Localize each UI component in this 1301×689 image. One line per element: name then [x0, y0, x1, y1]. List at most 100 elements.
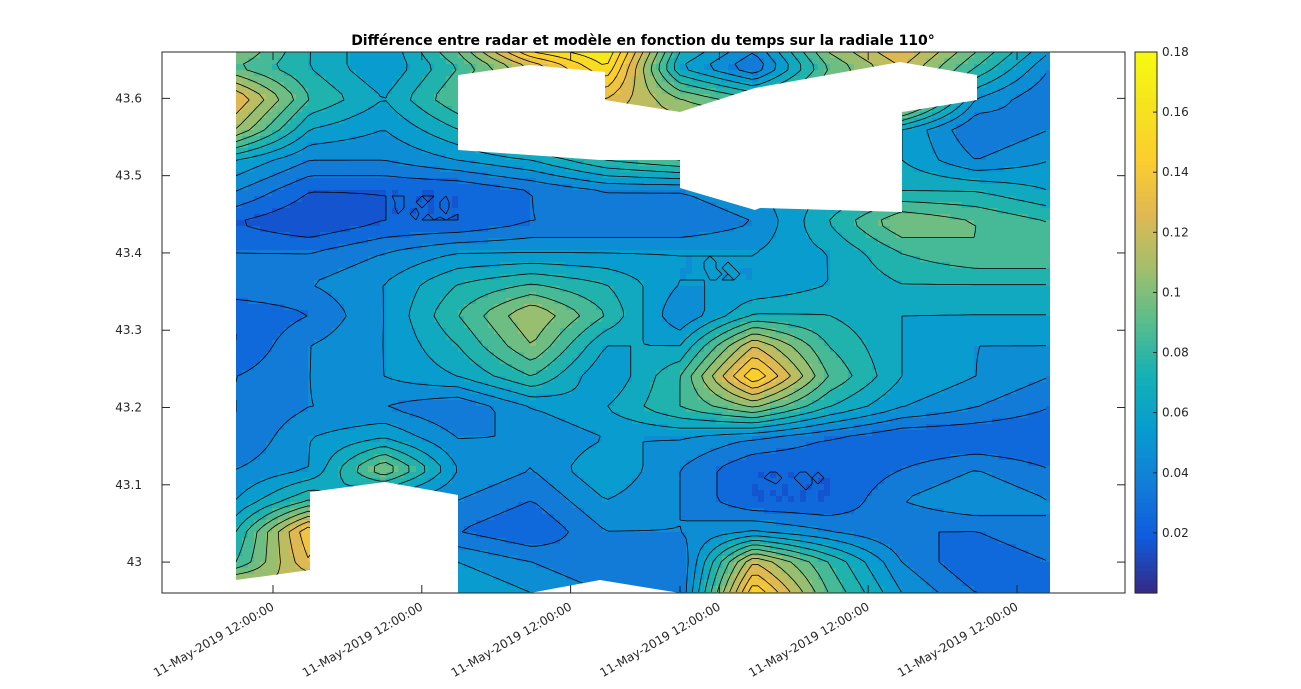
colorbar-segment [1135, 277, 1157, 283]
y-tick-label: 43.1 [115, 478, 142, 492]
colorbar-segment [1135, 372, 1157, 378]
colorbar-segment [1135, 529, 1157, 535]
colorbar-segment [1135, 182, 1157, 188]
y-tick-label: 43.6 [115, 91, 142, 105]
colorbar-segment [1135, 511, 1157, 517]
colorbar-segment [1135, 191, 1157, 197]
colorbar-segment [1135, 354, 1157, 360]
colorbar-segment [1135, 570, 1157, 576]
contour-line [236, 52, 1047, 593]
colorbar-segment [1135, 556, 1157, 563]
colorbar-segment [1135, 466, 1157, 472]
colorbar-segment [1135, 227, 1157, 233]
colorbar-segment [1135, 394, 1157, 400]
colorbar-segment [1135, 313, 1157, 319]
colorbar-segment [1135, 322, 1157, 328]
colorbar-segment [1135, 79, 1157, 85]
colorbar-segment [1135, 115, 1157, 121]
colorbar-segment [1135, 385, 1157, 391]
colorbar-segment [1135, 448, 1157, 454]
colorbar-segment [1135, 200, 1157, 206]
colorbar-segment [1135, 358, 1157, 364]
colorbar-segment [1135, 151, 1157, 157]
colorbar-segment [1135, 345, 1157, 351]
colorbar-segment [1135, 462, 1157, 468]
colorbar-segment [1135, 363, 1157, 369]
colorbar-segment [1135, 304, 1157, 310]
contour-line [236, 52, 1047, 593]
colorbar: 0.02 0.04 0.06 0.08 0.1 0.12 0.14 0.16 0.18 [1134, 45, 1189, 594]
colorbar-segment [1135, 106, 1157, 112]
colorbar-segment [1135, 196, 1157, 202]
plot-area [161, 51, 1126, 594]
y-axis: 43 43.1 43.2 43.3 43.4 43.5 43.6 [115, 91, 1125, 569]
colorbar-segment [1135, 205, 1157, 211]
colorbar-segment [1135, 574, 1157, 581]
colorbar-segment [1135, 61, 1157, 67]
colorbar-segment [1135, 250, 1157, 256]
colorbar-segment [1135, 331, 1157, 337]
colorbar-segment [1135, 65, 1157, 71]
colorbar-segment [1135, 561, 1157, 567]
colorbar-segment [1135, 88, 1157, 94]
chart-title: Différence entre radar et modèle en fonc… [351, 33, 935, 49]
colorbar-segment [1135, 502, 1157, 508]
colorbar-segment [1135, 317, 1157, 324]
colorbar-segment [1135, 223, 1157, 229]
contour-line [236, 191, 825, 491]
colorbar-segment [1135, 412, 1157, 418]
colorbar-segment [1135, 241, 1157, 247]
colorbar-tick-label: 0.06 [1162, 406, 1189, 420]
colorbar-segment [1135, 538, 1157, 545]
colorbar-segment [1135, 160, 1157, 166]
colorbar-segment [1135, 268, 1157, 274]
colorbar-segment [1135, 119, 1157, 125]
colorbar-segment [1135, 336, 1157, 342]
colorbar-segment [1135, 308, 1157, 315]
colorbar-segment [1135, 169, 1157, 175]
colorbar-segment [1135, 367, 1157, 373]
colorbar-segment [1135, 520, 1157, 526]
colorbar-segment [1135, 498, 1157, 504]
missing-data-region [458, 580, 680, 593]
colorbar-segment [1135, 178, 1157, 184]
colorbar-tick-label: 0.16 [1162, 105, 1189, 119]
contour-line [236, 52, 1047, 593]
colorbar-segment [1135, 579, 1157, 585]
colorbar-segment [1135, 475, 1157, 481]
colorbar-segment [1135, 408, 1157, 414]
colorbar-segment [1135, 110, 1157, 116]
colorbar-segment [1135, 340, 1157, 346]
colorbar-segment [1135, 547, 1157, 554]
colorbar-segment [1135, 286, 1157, 292]
y-tick-label: 43.5 [115, 169, 142, 183]
missing-data-region [236, 570, 310, 593]
colorbar-segment [1135, 493, 1157, 499]
colorbar-segment [1135, 327, 1157, 333]
colorbar-segment [1135, 133, 1157, 139]
colorbar-segment [1135, 516, 1157, 522]
colorbar-segment [1135, 83, 1157, 89]
colorbar-segment [1135, 70, 1157, 76]
colorbar-segment [1135, 218, 1157, 224]
colorbar-segment [1135, 137, 1157, 143]
colorbar-segment [1135, 525, 1157, 531]
colorbar-tick-label: 0.1 [1162, 285, 1181, 299]
colorbar-segment [1135, 552, 1157, 558]
colorbar-segment [1135, 259, 1157, 265]
colorbar-segment [1135, 299, 1157, 306]
colorbar-segment [1135, 435, 1157, 441]
colorbar-segment [1135, 263, 1157, 269]
colorbar-segment [1135, 421, 1157, 427]
colorbar-segment [1135, 403, 1157, 409]
colorbar-segment [1135, 281, 1157, 288]
colorbar-segment [1135, 142, 1157, 148]
colorbar-segment [1135, 453, 1157, 459]
colorbar-segment [1135, 124, 1157, 130]
missing-data-region [458, 62, 977, 212]
colorbar-segment [1135, 534, 1157, 540]
colorbar-segment [1135, 390, 1157, 396]
colorbar-segment [1135, 565, 1157, 572]
y-tick-label: 43.4 [115, 246, 142, 260]
